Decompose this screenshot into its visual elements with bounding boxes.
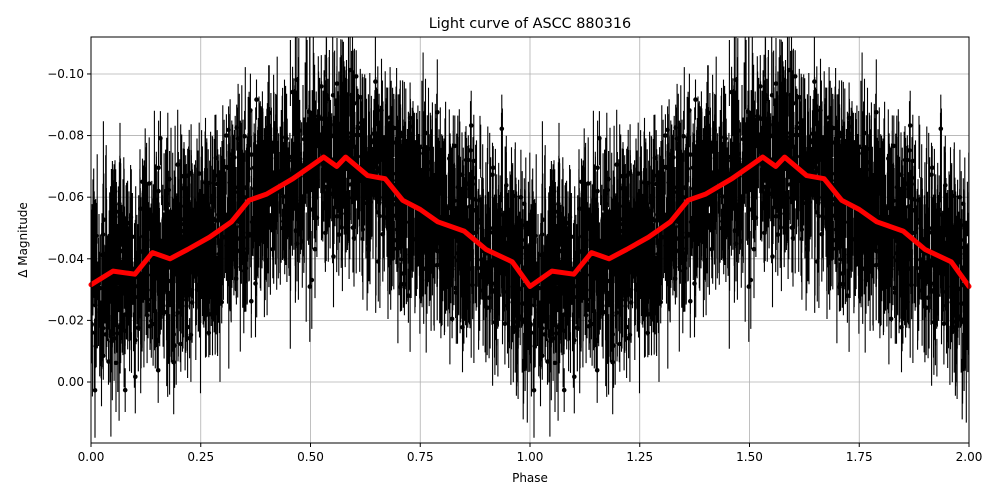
x-tick-label: 1.50 [736,450,763,464]
y-tick-label: −0.02 [47,313,84,327]
x-tick-label: 2.00 [956,450,983,464]
y-tick-label: −0.08 [47,129,84,143]
x-axis-label: Phase [512,471,548,485]
y-tick-label: −0.06 [47,190,84,204]
x-tick-label: 1.25 [626,450,653,464]
x-tick-label: 0.00 [78,450,105,464]
y-axis-ticks: −0.10 −0.08 −0.06 −0.04 −0.02 0.00 [47,67,91,389]
y-axis-label: Δ Magnitude [16,202,30,278]
y-tick-label: 0.00 [57,375,84,389]
y-tick-label: −0.10 [47,67,84,81]
x-tick-label: 0.50 [297,450,324,464]
x-tick-label: 0.75 [407,450,434,464]
x-tick-label: 1.00 [517,450,544,464]
y-tick-label: −0.04 [47,252,84,266]
x-tick-label: 1.75 [846,450,873,464]
x-axis-ticks: 0.00 0.25 0.50 0.75 1.00 1.25 1.50 1.75 2.00 [78,443,983,464]
chart-title: Light curve of ASCC 880316 [429,16,631,32]
x-tick-label: 0.25 [187,450,214,464]
binned-light-curve [88,154,972,289]
